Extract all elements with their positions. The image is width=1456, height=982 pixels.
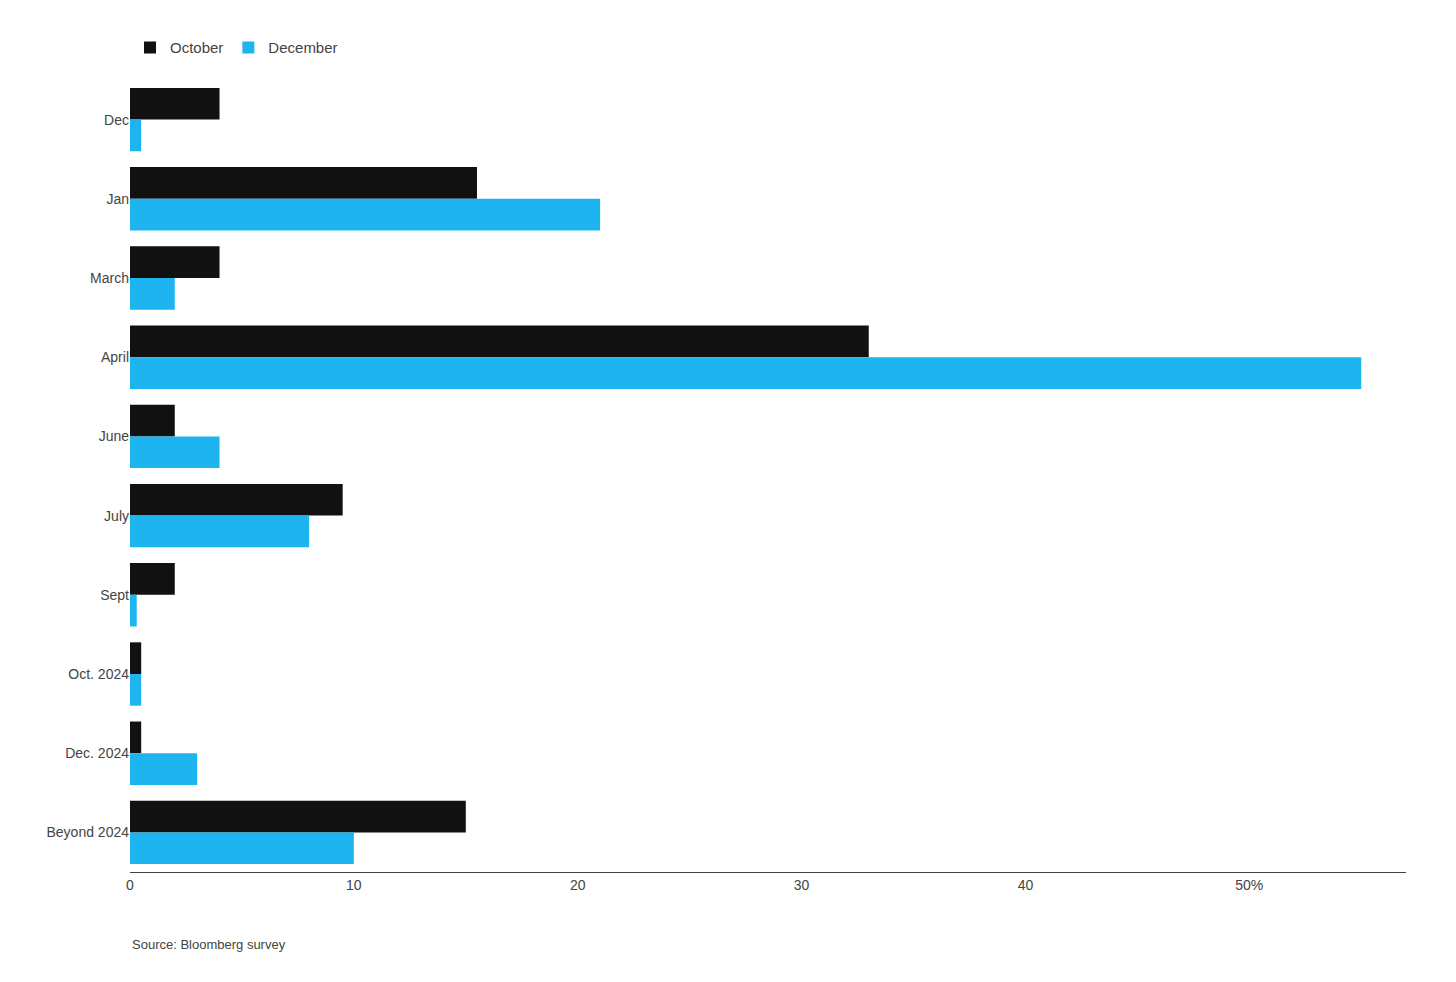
svg-text:October: October: [170, 39, 223, 56]
svg-text:July: July: [104, 507, 129, 523]
svg-text:30: 30: [794, 877, 810, 893]
svg-text:Source: Bloomberg survey: Source: Bloomberg survey: [132, 937, 286, 952]
svg-text:0: 0: [126, 877, 134, 893]
svg-text:10: 10: [346, 877, 362, 893]
svg-text:Dec. 2024: Dec. 2024: [65, 745, 129, 761]
svg-text:March: March: [90, 270, 129, 286]
svg-text:Jan: Jan: [106, 191, 129, 207]
svg-text:December: December: [268, 39, 337, 56]
svg-text:20: 20: [570, 877, 586, 893]
svg-text:40: 40: [1018, 877, 1034, 893]
svg-text:Beyond 2024: Beyond 2024: [46, 824, 129, 840]
svg-text:June: June: [99, 428, 130, 444]
svg-text:Oct. 2024: Oct. 2024: [68, 666, 129, 682]
svg-text:Dec: Dec: [104, 112, 129, 128]
svg-text:50%: 50%: [1235, 877, 1263, 893]
svg-text:April: April: [101, 349, 129, 365]
svg-text:Sept: Sept: [100, 587, 129, 603]
